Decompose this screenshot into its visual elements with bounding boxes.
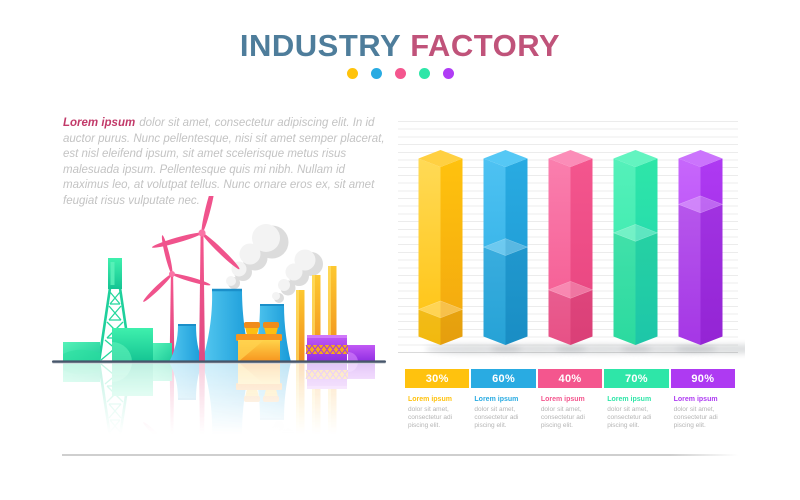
factory-building-icon [236, 322, 282, 362]
accent-dot-icon [418, 68, 430, 79]
bar-level-marker [547, 281, 594, 299]
bar-face-right [505, 158, 528, 345]
caption-line: consectetur adi [408, 414, 453, 421]
bar-fill-level [483, 247, 528, 345]
percent-badge: 40% [537, 369, 603, 388]
caption-row: Lorem ipsum dolor sit amet, consectetur ad… [405, 395, 735, 430]
caption-title: Lorem ipsum [673, 396, 718, 403]
percent-badge: 90% [670, 369, 736, 388]
bar-column-70% [612, 150, 659, 345]
bar-face-left [548, 158, 571, 345]
percent-badge: 60% [471, 369, 536, 388]
chimney-icon [296, 266, 337, 362]
accent-dot-icon [346, 68, 358, 79]
bar-face-left [483, 158, 506, 345]
caption-line: dolor sit amet, [607, 406, 649, 413]
bar-face-right [635, 158, 658, 345]
purple-plant-icon [305, 335, 375, 362]
bar-level-marker [677, 195, 724, 214]
caption-line: dolor sit amet, [540, 406, 582, 413]
bar-shadow [675, 344, 745, 354]
caption-line: dolor sit amet, [408, 406, 449, 413]
percent-badge: 30% [405, 369, 470, 388]
bar-level-marker [612, 224, 659, 242]
legend-caption: Lorem ipsum dolor sit amet, consectetur ad… [471, 395, 535, 430]
wind-turbine-small-icon [143, 235, 211, 362]
title-accent-dots [0, 68, 800, 79]
caption-line: dolor sit amet, [673, 406, 715, 413]
bar-level-marker [417, 300, 464, 319]
caption-line: piscing elit. [673, 422, 706, 429]
bar-face-right [570, 158, 593, 345]
intro-lead: Lorem ipsum [63, 117, 136, 129]
bar-chart [417, 150, 745, 354]
caption-line: consectetur adi [540, 414, 585, 421]
legend-caption: Lorem ipsum dolor sit amet, consectetur ad… [405, 395, 469, 430]
bar-face-left [418, 158, 441, 345]
caption-line: piscing elit. [474, 422, 507, 429]
caption-line: piscing elit. [540, 422, 573, 429]
caption-line: piscing elit. [607, 422, 640, 429]
bar-face-left [678, 158, 701, 345]
bar-face-top [483, 150, 528, 167]
bar-face-top [548, 150, 593, 167]
page-title: INDUSTRY FACTORY [0, 30, 800, 62]
reflection [50, 359, 388, 500]
bar-face-top [678, 150, 723, 167]
title-factory: FACTORY [410, 28, 561, 63]
bar-column-90% [677, 150, 724, 345]
accent-dot-icon [442, 68, 454, 79]
bar-face-top [418, 150, 463, 167]
bar-fill-level [548, 289, 593, 345]
accent-dot-icon [370, 68, 382, 79]
footer-divider-line [62, 454, 738, 456]
page-header: INDUSTRY FACTORY [0, 30, 800, 79]
bar-face-right [440, 158, 463, 345]
bar-column-40% [547, 150, 594, 345]
bar-column-60% [482, 150, 529, 345]
factory-illustration [50, 182, 390, 500]
factory-illustration-svg [50, 182, 388, 500]
legend-caption: Lorem ipsum dolor sit amet, consectetur ad… [538, 395, 602, 430]
percent-badge-row: 30% 60% 40% 70% 90% [405, 369, 736, 388]
title-industry: INDUSTRY [239, 28, 402, 63]
bar-fill-level [678, 204, 723, 345]
green-buildings [63, 328, 172, 362]
caption-title: Lorem ipsum [607, 396, 652, 403]
caption-line: piscing elit. [408, 422, 441, 429]
caption-line: dolor sit amet, [474, 406, 516, 413]
bar-fill-level [613, 232, 658, 345]
bar-face-right [700, 158, 723, 345]
intro-paragraph: Lorem ipsum dolor sit amet, consectetur a… [63, 116, 389, 210]
caption-line: consectetur adi [474, 414, 519, 421]
bar-column-30% [417, 150, 464, 345]
bar-level-marker [482, 238, 529, 256]
caption-line: consectetur adi [607, 414, 652, 421]
legend-caption: Lorem ipsum dolor sit amet, consectetur ad… [671, 395, 735, 430]
percent-badge: 70% [604, 369, 669, 388]
accent-dot-icon [394, 68, 406, 79]
caption-title: Lorem ipsum [540, 396, 585, 403]
caption-title: Lorem ipsum [408, 396, 452, 403]
bar-face-left [613, 158, 636, 345]
legend-caption: Lorem ipsum dolor sit amet, consectetur ad… [604, 395, 668, 430]
bar-face-top [613, 150, 658, 167]
bar-fill-level [418, 309, 463, 345]
wind-turbine-large-icon [152, 182, 240, 362]
caption-title: Lorem ipsum [474, 396, 519, 403]
intro-body: dolor sit amet, consectetur adipiscing e… [63, 117, 385, 207]
caption-line: consectetur adi [673, 414, 718, 421]
